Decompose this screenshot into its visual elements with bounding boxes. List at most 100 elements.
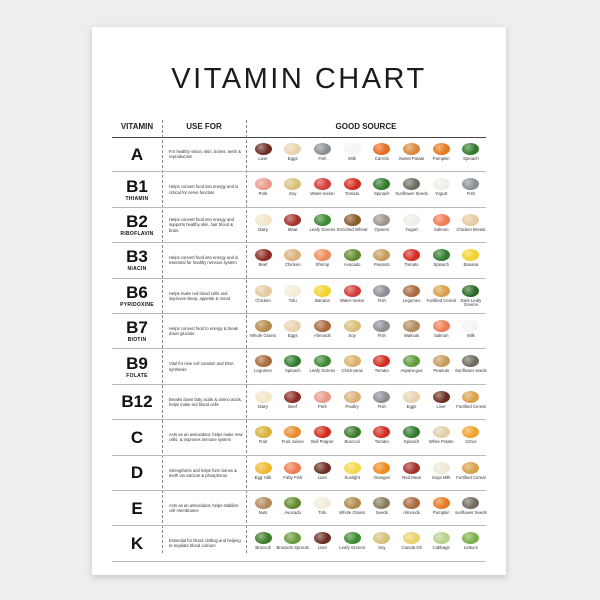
food-label: Sunflower Seeds xyxy=(395,191,428,197)
food-label: Almonds xyxy=(314,332,331,338)
food-label: Chick-peas xyxy=(341,368,363,374)
column-divider xyxy=(246,120,247,553)
food-item: sunflower Seeds xyxy=(455,491,487,525)
food-item: Beef xyxy=(280,385,306,419)
food-image xyxy=(462,319,480,332)
food-label: Tomato xyxy=(374,368,389,374)
food-item: Nuts xyxy=(250,491,276,525)
food-image xyxy=(403,461,421,474)
vitamin-cell: E xyxy=(112,491,162,525)
food-image xyxy=(462,143,480,155)
food-label: Fortified Cereal xyxy=(456,474,486,480)
food-item: Sunflower Seeds xyxy=(395,172,428,206)
food-item: Whole Grains xyxy=(250,314,276,348)
vitamin-letter: B7 xyxy=(126,318,148,338)
vitamin-row-b3: B3 NIACIN Helps convert food into energy a… xyxy=(112,243,486,279)
food-image xyxy=(313,461,331,474)
food-label: Liver xyxy=(317,474,328,480)
food-item: Sunlight xyxy=(339,456,365,490)
food-label: Tofu xyxy=(318,509,327,515)
vitamin-cell: K xyxy=(112,526,162,560)
food-label: Lettuce xyxy=(463,545,478,551)
food-item: Chicken Breast xyxy=(456,208,485,242)
food-label: Fish xyxy=(377,403,386,409)
food-item: Poultry xyxy=(339,385,365,419)
food-image xyxy=(313,355,331,368)
good-source-list: Egg Yolk Fatty Fish Liver Sunlight Oranges Re… xyxy=(248,456,486,490)
food-label: Yogurt xyxy=(435,191,448,197)
food-image xyxy=(373,390,391,403)
food-item: Liver xyxy=(309,456,335,490)
food-item: Walnuts xyxy=(399,314,425,348)
food-label: Bell Pepper xyxy=(311,439,334,445)
food-label: Liver xyxy=(436,403,446,409)
food-item: Dairy xyxy=(250,208,276,242)
food-item: Cabbage xyxy=(428,526,454,560)
food-item: Legumes xyxy=(399,279,425,313)
food-image xyxy=(284,284,302,297)
vitamin-cell: A xyxy=(112,137,162,171)
food-image xyxy=(403,355,421,368)
vitamin-letter: B1 xyxy=(126,176,148,196)
food-label: Tomato xyxy=(404,262,419,268)
food-label: Fish xyxy=(466,191,475,197)
food-item: Fatty Fish xyxy=(280,456,306,490)
vitamin-row-b9: B9 FOLATE Vital for new cell creation and … xyxy=(112,349,487,385)
food-image xyxy=(462,496,480,509)
food-image xyxy=(313,143,331,155)
food-item: Salmon xyxy=(428,314,454,348)
food-image xyxy=(403,249,421,262)
food-label: Liver xyxy=(317,545,328,551)
food-image xyxy=(462,355,480,368)
food-image xyxy=(432,284,450,297)
vitamin-row-b6: B6 PYRIDOXINE Helps make red blood cells a… xyxy=(112,279,486,314)
food-image xyxy=(462,249,480,262)
vitamin-row-b2: B2 RIBOFLAVIN Helps convert food into ener… xyxy=(112,208,486,244)
food-label: Sweet Potato xyxy=(398,156,425,161)
food-item: Fortified Cereal xyxy=(456,385,486,419)
vitamin-row-b7: B7 BIOTIN Helps convert food to energy & b… xyxy=(112,314,486,350)
good-source-list: Broccoli Brussels Sprouts Liver Leafy Green… xyxy=(248,526,486,560)
food-image xyxy=(403,532,421,545)
food-label: Dairy xyxy=(257,403,269,409)
food-label: Spinach xyxy=(433,262,449,268)
vitamin-letter: B3 xyxy=(126,247,148,267)
food-label: Yogurt xyxy=(405,226,418,232)
food-item: Fish xyxy=(309,137,335,171)
food-item: Tomato xyxy=(369,349,395,383)
food-item: Seeds xyxy=(369,491,395,525)
food-item: Spinach xyxy=(369,172,395,206)
food-image xyxy=(432,319,450,332)
food-label: Fish xyxy=(377,332,386,338)
food-label: Milk xyxy=(348,156,356,161)
food-item: Broccoli xyxy=(250,526,276,560)
good-source-list: Whole Grains Eggs Almonds Soy Fish Walnuts Sal… xyxy=(248,314,486,348)
food-image xyxy=(373,213,391,226)
food-label: Fish xyxy=(377,297,386,303)
food-image xyxy=(284,355,302,368)
food-item: Citrus xyxy=(458,420,484,454)
food-label: Whole Grains xyxy=(249,332,277,338)
food-item: Fruit Juices xyxy=(280,420,306,454)
food-label: Oysters xyxy=(374,226,390,232)
food-image xyxy=(254,143,272,155)
food-item: Spinach xyxy=(458,137,484,171)
food-item: Canola Oil xyxy=(399,526,425,560)
food-image xyxy=(284,319,302,332)
use-for-text: Helps convert food into energy and is cr… xyxy=(169,184,239,195)
vitamin-cell: B3 NIACIN xyxy=(112,243,162,277)
food-image xyxy=(432,390,450,403)
food-label: Peanuts xyxy=(433,368,450,374)
food-image xyxy=(254,249,272,262)
food-image xyxy=(343,143,361,155)
food-item: Meat xyxy=(280,208,306,242)
food-item: Brussels Sprouts xyxy=(276,526,309,560)
food-label: Broccoli xyxy=(255,545,271,551)
food-item: Liver xyxy=(309,526,335,560)
food-item: Spinach xyxy=(280,349,306,383)
food-image xyxy=(462,532,480,545)
good-source-list: Chicken Tofu Banana Water-melon Fish Legumes F… xyxy=(248,279,486,313)
food-label: Almonds xyxy=(403,509,420,515)
food-image xyxy=(403,496,421,509)
food-item: Almonds xyxy=(309,314,335,348)
